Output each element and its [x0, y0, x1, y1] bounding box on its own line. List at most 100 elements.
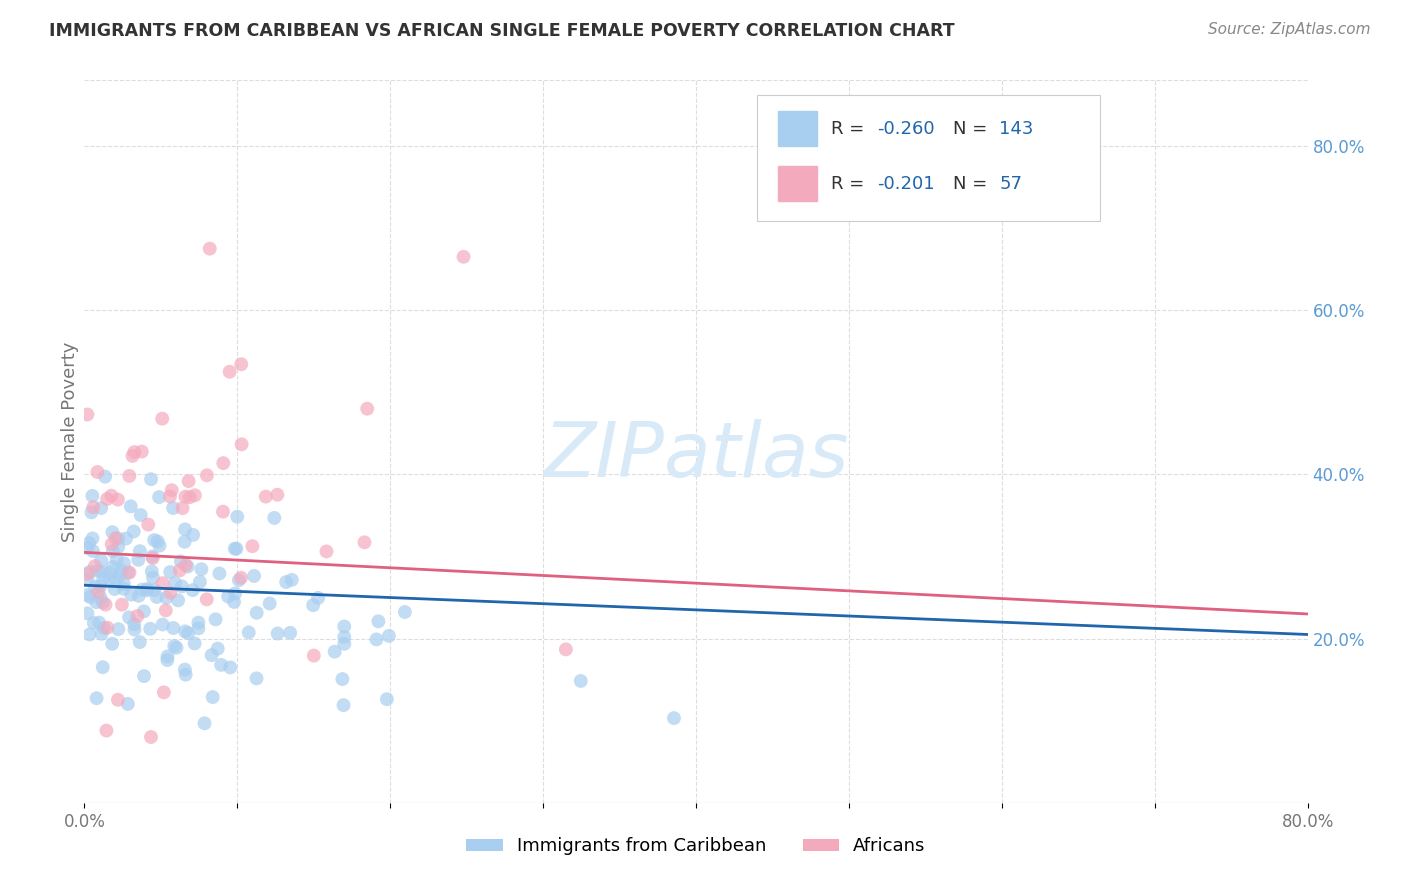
Point — [150, 411, 173, 425]
Point — [198, 242, 221, 256]
Point — [139, 730, 162, 744]
Point — [302, 648, 325, 663]
Point — [177, 626, 200, 640]
Point — [162, 621, 184, 635]
Point — [212, 505, 235, 519]
Point — [76, 573, 98, 587]
Point — [148, 490, 170, 504]
Point — [80, 505, 103, 519]
Point — [128, 544, 150, 558]
Point — [86, 691, 108, 706]
Point — [84, 580, 107, 594]
Point — [190, 562, 212, 576]
Point — [174, 667, 197, 681]
Point — [89, 591, 111, 605]
Point — [143, 582, 166, 597]
Text: IMMIGRANTS FROM CARIBBEAN VS AFRICAN SINGLE FEMALE POVERTY CORRELATION CHART: IMMIGRANTS FROM CARIBBEAN VS AFRICAN SIN… — [49, 22, 955, 40]
Point — [245, 672, 267, 686]
Point — [278, 625, 301, 640]
Point — [142, 571, 165, 585]
Point — [176, 559, 198, 574]
Point — [169, 564, 191, 578]
Point — [174, 490, 197, 504]
Point — [94, 469, 117, 483]
Point — [91, 595, 114, 609]
Point — [276, 575, 298, 590]
Point — [83, 559, 105, 574]
Point — [104, 531, 127, 545]
Point — [139, 472, 162, 486]
Point — [112, 582, 135, 596]
Point — [131, 444, 153, 458]
Point — [127, 609, 149, 624]
Point — [224, 541, 246, 556]
Point — [333, 619, 356, 633]
Point — [127, 553, 149, 567]
Point — [163, 639, 186, 653]
Point — [333, 637, 356, 651]
Point — [132, 604, 155, 618]
Point — [187, 615, 209, 630]
Point — [225, 541, 247, 556]
Point — [201, 648, 224, 662]
Point — [238, 625, 260, 640]
Point — [569, 673, 592, 688]
Point — [156, 649, 179, 664]
Point — [112, 556, 135, 570]
Point — [155, 603, 177, 617]
Text: -0.201: -0.201 — [877, 175, 935, 193]
Point — [110, 564, 132, 578]
Text: Source: ZipAtlas.com: Source: ZipAtlas.com — [1208, 22, 1371, 37]
Point — [219, 660, 242, 674]
Point — [132, 669, 155, 683]
Point — [76, 408, 98, 422]
Point — [82, 489, 104, 503]
Point — [254, 490, 277, 504]
Point — [118, 566, 141, 580]
Point — [148, 539, 170, 553]
Point — [375, 692, 398, 706]
Point — [218, 365, 240, 379]
Point — [120, 588, 142, 602]
Point — [128, 589, 150, 603]
Point — [76, 607, 98, 621]
Point — [82, 532, 104, 546]
Point — [142, 551, 165, 566]
Point — [90, 553, 112, 567]
Point — [302, 598, 325, 612]
Point — [79, 627, 101, 641]
Point — [165, 576, 187, 591]
Point — [145, 590, 167, 604]
Point — [177, 474, 200, 488]
Text: N =: N = — [953, 120, 993, 137]
Point — [104, 582, 127, 596]
Point — [93, 621, 115, 635]
Point — [89, 579, 111, 593]
Bar — [778, 112, 817, 146]
Point — [170, 579, 193, 593]
Point — [96, 723, 118, 738]
Point — [131, 582, 153, 597]
Point — [124, 623, 146, 637]
Point — [159, 565, 181, 579]
Point — [333, 630, 356, 644]
Point — [101, 637, 124, 651]
Point — [136, 582, 159, 596]
Point — [153, 685, 176, 699]
Legend: Immigrants from Caribbean, Africans: Immigrants from Caribbean, Africans — [460, 830, 932, 863]
Point — [174, 624, 197, 639]
Point — [281, 573, 304, 587]
Point — [172, 501, 194, 516]
Point — [188, 574, 211, 589]
Point — [117, 566, 139, 580]
Point — [195, 468, 218, 483]
Point — [162, 501, 184, 516]
Point — [307, 591, 329, 605]
Point — [156, 653, 179, 667]
Point — [98, 572, 121, 586]
Point — [94, 598, 117, 612]
Point — [128, 635, 150, 649]
Point — [139, 622, 162, 636]
Point — [121, 449, 143, 463]
Point — [174, 522, 197, 536]
